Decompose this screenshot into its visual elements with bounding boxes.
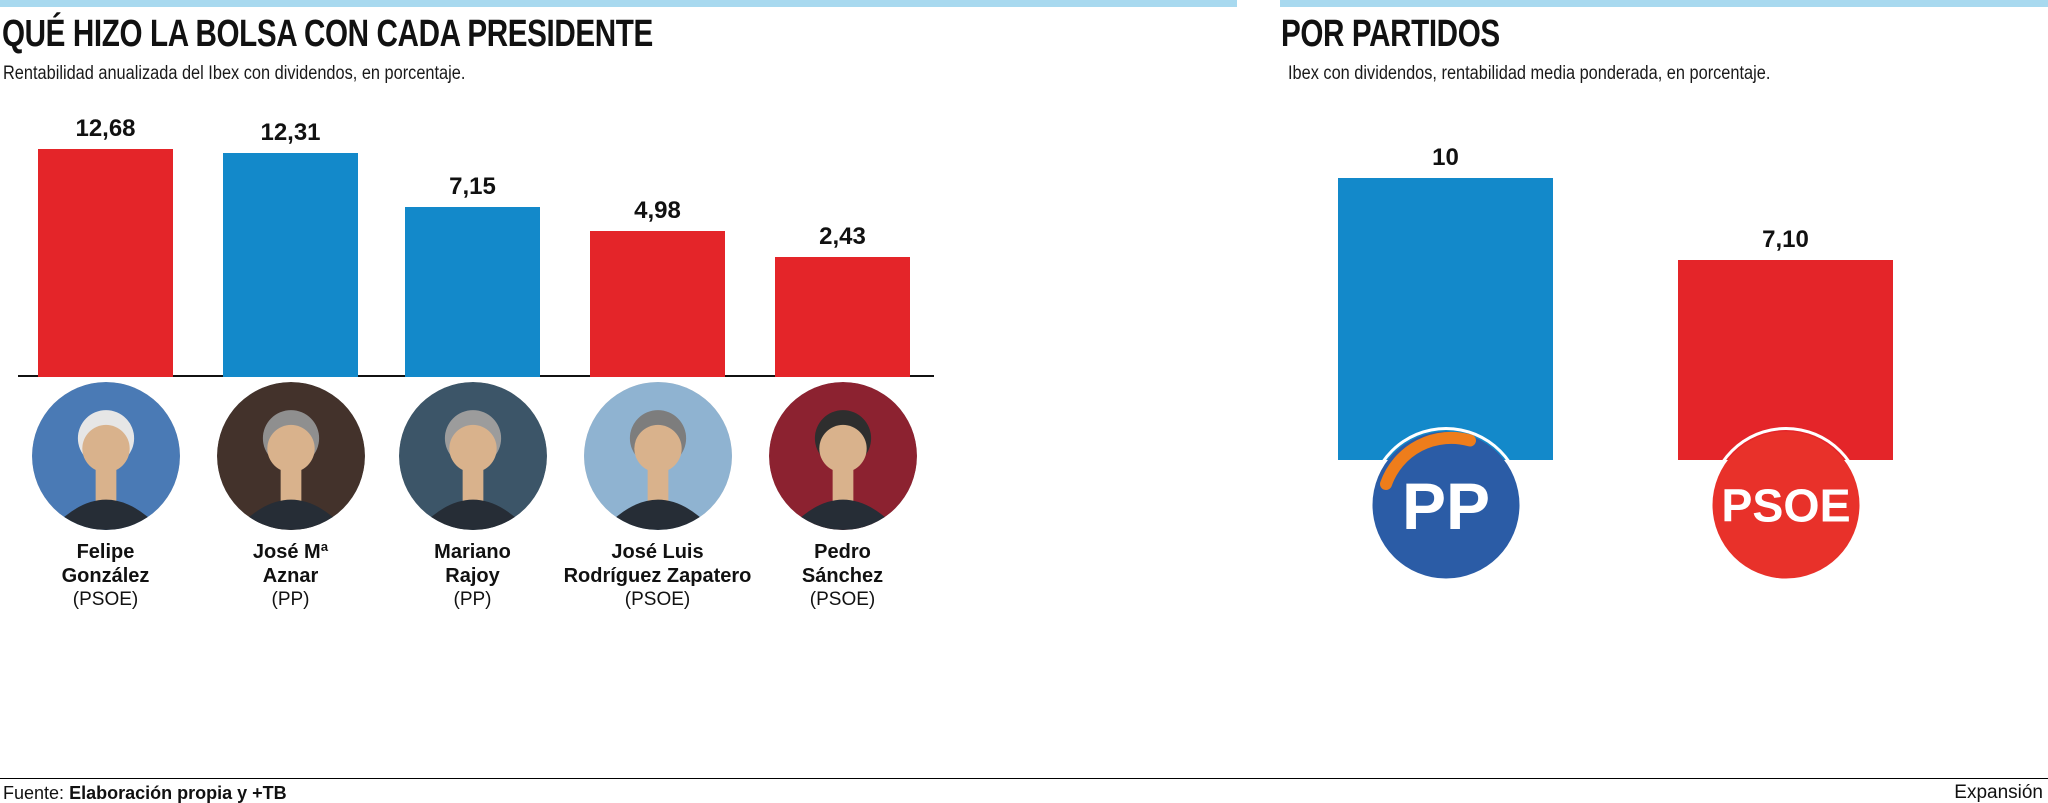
president-party: (PP)	[271, 589, 310, 610]
bar-value-label: 10	[1432, 144, 1459, 171]
president-bar	[590, 231, 725, 377]
president-name-line: González	[61, 565, 150, 587]
president-name-line: Mariano	[434, 541, 511, 563]
publication-brand: Expansión	[1954, 782, 2043, 803]
source-label: Fuente:	[3, 783, 65, 803]
psoe-logo: PSOE	[1711, 430, 1861, 580]
bar-value-label: 7,10	[1762, 226, 1809, 253]
left-chart-title: QUÉ HIZO LA BOLSA CON CADA PRESIDENTE	[2, 13, 653, 55]
president-party: (PSOE)	[624, 589, 691, 610]
president-bar	[38, 149, 173, 377]
bar-value-label: 12,68	[75, 115, 136, 142]
portrait-placeholder	[216, 382, 365, 530]
left-chart-subtitle: Rentabilidad anualizada del Ibex con div…	[3, 63, 466, 84]
portrait-placeholder	[583, 382, 732, 530]
president-bar	[775, 257, 910, 377]
right-header-strip	[1280, 0, 2048, 7]
left-panel: QUÉ HIZO LA BOLSA CON CADA PRESIDENTE Re…	[0, 0, 1237, 611]
source-note: Fuente: Elaboración propia y +TB	[3, 783, 287, 803]
right-chart-subtitle: Ibex con dividendos, rentabilidad media …	[1288, 63, 1771, 84]
president-photo	[31, 382, 180, 530]
pp-logo-icon: PP	[1372, 431, 1519, 579]
right-chart-title: POR PARTIDOS	[1281, 13, 1500, 55]
president-name-line: Sánchez	[801, 565, 884, 587]
bar-value-label: 2,43	[819, 223, 866, 250]
president-caption: Pedro Sánchez (PSOE)	[733, 540, 953, 611]
left-header-strip	[0, 0, 1237, 7]
footer-divider	[0, 778, 2048, 779]
president-name-line: José Luis	[611, 541, 704, 563]
source-value: Elaboración propia y +TB	[69, 783, 287, 803]
president-photo	[768, 382, 917, 530]
president-party: (PSOE)	[809, 589, 876, 610]
president-party: (PP)	[453, 589, 492, 610]
president-name-line: Aznar	[262, 565, 319, 587]
party-bar	[1678, 260, 1893, 460]
president-name-line: Rajoy	[445, 565, 500, 587]
president-name-line: Pedro	[814, 541, 871, 563]
portrait-placeholder	[768, 382, 917, 530]
right-panel: POR PARTIDOS Ibex con dividendos, rentab…	[1280, 0, 2048, 803]
president-bar	[405, 207, 540, 377]
party-bar	[1338, 178, 1553, 460]
parties-bar-chart: 10 PP 7,10 PSOE	[1280, 0, 2048, 803]
bar-value-label: 12,31	[260, 119, 321, 146]
presidents-bar-chart: 12,68 Felipe González (PSOE) 12,31 José Mª Azn…	[0, 115, 953, 611]
president-party: (PSOE)	[72, 589, 139, 610]
bar-value-label: 7,15	[449, 173, 496, 200]
portrait-placeholder	[31, 382, 180, 530]
pp-logo: PP	[1371, 430, 1521, 580]
president-caption: José Luis Rodríguez Zapatero (PSOE)	[548, 540, 768, 611]
president-caption: José Mª Aznar (PP)	[181, 540, 401, 611]
president-photo	[583, 382, 732, 530]
president-name-line: José Mª	[252, 541, 329, 563]
president-photo	[398, 382, 547, 530]
president-caption: Mariano Rajoy (PP)	[363, 540, 583, 611]
president-photo	[216, 382, 365, 530]
president-name-line: Felipe	[76, 541, 135, 563]
svg-text:PSOE: PSOE	[1721, 480, 1850, 532]
president-bar	[223, 153, 358, 377]
psoe-logo-icon: PSOE	[1712, 431, 1859, 579]
president-name-line: Rodríguez Zapatero	[563, 565, 752, 587]
portrait-placeholder	[398, 382, 547, 530]
svg-text:PP: PP	[1401, 469, 1489, 543]
president-caption: Felipe González (PSOE)	[0, 540, 216, 611]
bar-value-label: 4,98	[634, 197, 681, 224]
